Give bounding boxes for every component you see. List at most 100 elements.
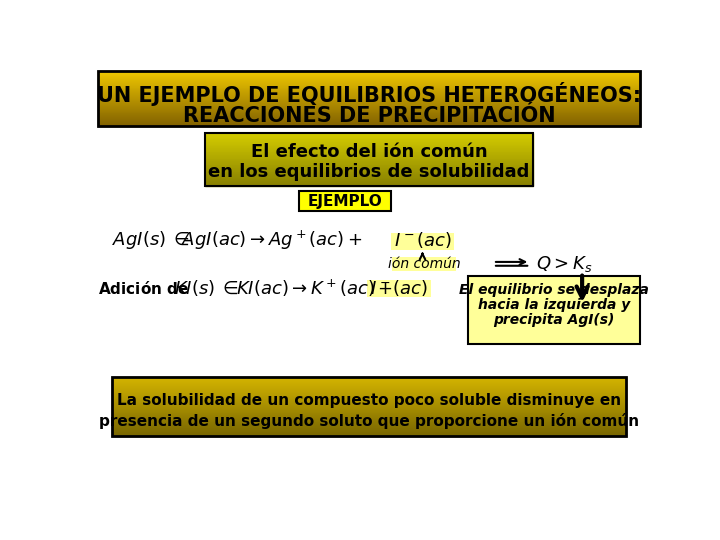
Bar	[112, 383, 626, 384]
Text: $\mathbf{Adición\ de}$: $\mathbf{Adición\ de}$	[98, 280, 189, 296]
Bar	[204, 134, 534, 135]
Bar	[98, 119, 640, 120]
Bar	[98, 73, 640, 74]
Bar	[98, 82, 640, 83]
Bar	[204, 139, 534, 140]
Bar	[112, 388, 626, 389]
Text: El equilibrio se desplaza: El equilibrio se desplaza	[459, 282, 649, 296]
Bar	[98, 78, 640, 79]
Bar	[98, 94, 640, 95]
Bar	[204, 148, 534, 149]
Bar	[112, 413, 626, 414]
Bar	[112, 389, 626, 390]
Bar	[112, 403, 626, 404]
Bar	[391, 233, 454, 249]
Bar	[98, 92, 640, 93]
Text: UN EJEMPLO DE EQUILIBRIOS HETEROGÉNEOS:: UN EJEMPLO DE EQUILIBRIOS HETEROGÉNEOS:	[97, 82, 641, 106]
Bar	[98, 105, 640, 106]
Text: ión común: ión común	[387, 257, 460, 271]
Text: presencia de un segundo soluto que proporcione un ión común: presencia de un segundo soluto que propo…	[99, 413, 639, 429]
Bar	[204, 154, 534, 155]
Bar	[204, 145, 534, 146]
Bar	[204, 151, 534, 152]
Bar	[112, 393, 626, 394]
Bar	[98, 109, 640, 110]
Bar	[98, 104, 640, 105]
Bar	[112, 394, 626, 395]
Bar	[112, 382, 626, 383]
Text: La solubilidad de un compuesto poco soluble disminuye en: La solubilidad de un compuesto poco solu…	[117, 393, 621, 408]
Bar	[112, 404, 626, 406]
Bar	[204, 140, 534, 141]
Bar	[112, 417, 626, 418]
Bar	[204, 165, 534, 166]
Bar	[98, 87, 640, 89]
Bar	[98, 86, 640, 87]
Bar	[204, 146, 534, 147]
Bar	[98, 83, 640, 84]
Bar	[98, 97, 640, 98]
Bar	[112, 421, 626, 422]
Bar	[98, 71, 640, 72]
Bar	[300, 191, 391, 211]
Bar	[204, 150, 534, 151]
Bar	[468, 276, 640, 343]
Bar	[112, 401, 626, 402]
Bar	[204, 172, 534, 173]
Bar	[204, 175, 534, 176]
Text: hacia la izquierda y: hacia la izquierda y	[478, 298, 630, 312]
Bar	[98, 85, 640, 86]
Bar	[204, 171, 534, 172]
Bar	[112, 397, 626, 398]
Bar	[112, 430, 626, 431]
Bar	[112, 432, 626, 433]
Bar	[112, 377, 626, 379]
Bar	[204, 157, 534, 158]
Bar	[112, 385, 626, 386]
Bar	[112, 433, 626, 434]
Bar	[204, 156, 534, 157]
Bar	[98, 74, 640, 75]
Bar	[204, 142, 534, 143]
Bar	[204, 164, 534, 165]
Bar	[98, 91, 640, 92]
Bar	[112, 387, 626, 388]
Bar	[112, 399, 626, 400]
Text: $I^-(ac)$: $I^-(ac)$	[394, 231, 451, 251]
Bar	[112, 420, 626, 421]
Bar	[112, 407, 626, 408]
Bar	[204, 178, 534, 179]
Bar	[98, 90, 640, 91]
Bar	[112, 402, 626, 403]
Bar	[98, 111, 640, 112]
Text: $KI(s)\;\in$: $KI(s)\;\in$	[174, 278, 239, 298]
Bar	[204, 169, 534, 170]
Text: $Q>K_s$: $Q>K_s$	[536, 254, 592, 274]
Bar	[112, 410, 626, 411]
Bar	[112, 425, 626, 426]
Bar	[98, 76, 640, 77]
Bar	[98, 100, 640, 102]
Bar	[204, 184, 534, 185]
Bar	[112, 429, 626, 430]
Bar	[112, 391, 626, 392]
Bar	[204, 136, 534, 137]
Bar	[204, 144, 534, 145]
Bar	[98, 77, 640, 78]
Bar	[98, 95, 640, 96]
Text: $AgI(ac)\rightarrow Ag^+(ac)+$: $AgI(ac)\rightarrow Ag^+(ac)+$	[181, 229, 363, 252]
Bar	[204, 167, 534, 168]
Bar	[112, 398, 626, 399]
Bar	[112, 428, 626, 429]
Bar	[204, 149, 534, 150]
Bar	[112, 384, 626, 385]
Bar	[204, 168, 534, 169]
Bar	[204, 162, 534, 163]
Bar	[112, 435, 626, 436]
Bar	[204, 153, 534, 154]
Bar	[98, 84, 640, 85]
Text: en los equilibrios de solubilidad: en los equilibrios de solubilidad	[208, 163, 530, 181]
Bar	[98, 106, 640, 107]
Bar	[112, 381, 626, 382]
Bar	[112, 422, 626, 423]
